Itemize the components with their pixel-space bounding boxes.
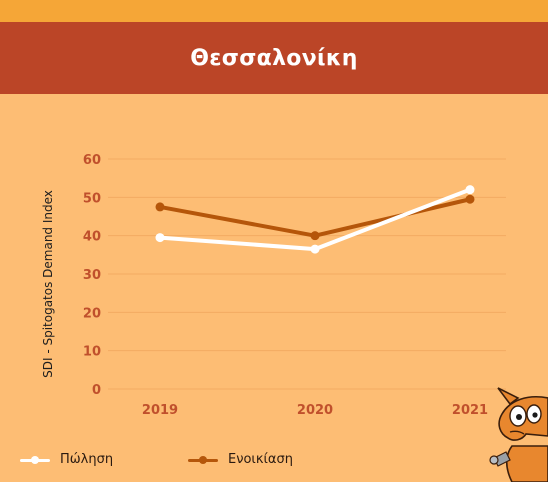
series [155, 185, 475, 254]
x-tick-labels: 2019 2020 2021 [142, 403, 488, 418]
cat-mascot-icon [489, 387, 548, 482]
x-tick-label: 2019 [142, 403, 178, 418]
y-tick-labels: 0 10 20 30 40 50 60 [83, 153, 101, 398]
data-point [155, 202, 165, 212]
series-line [158, 187, 472, 252]
y-tick-label: 10 [83, 345, 101, 360]
grid [108, 158, 506, 390]
legend-item-1: Ενοικίαση [188, 452, 293, 467]
y-tick-label: 20 [83, 306, 101, 321]
title-banner: Θεσσαλονίκη [0, 22, 548, 94]
y-tick-label: 30 [83, 268, 101, 283]
data-point [155, 233, 165, 243]
y-tick-label: 50 [83, 191, 101, 206]
legend: Πώληση Ενοικίαση [0, 452, 548, 476]
y-tick-label: 0 [92, 383, 101, 398]
data-point [465, 185, 475, 195]
x-tick-label: 2020 [297, 403, 333, 418]
legend-item-0: Πώληση [20, 452, 113, 467]
y-tick-label: 60 [83, 153, 101, 168]
data-point [465, 194, 475, 204]
y-tick-label: 40 [83, 230, 101, 245]
legend-label-1: Ενοικίαση [228, 452, 293, 467]
data-point [310, 244, 320, 254]
x-tick-label: 2021 [452, 403, 488, 418]
data-point [310, 231, 320, 241]
y-axis-label: SDI - Spitogatos Demand Index [41, 190, 55, 378]
line-chart: 0 10 20 30 40 50 60 2019 2020 2021 SDI - Spitoga… [41, 153, 506, 418]
legend-swatch-0 [20, 455, 50, 465]
legend-swatch-1 [188, 455, 218, 465]
series-line [158, 197, 472, 238]
top-strip [0, 0, 548, 22]
page-title: Θεσσαλονίκη [190, 45, 358, 71]
legend-label-0: Πώληση [60, 452, 114, 467]
